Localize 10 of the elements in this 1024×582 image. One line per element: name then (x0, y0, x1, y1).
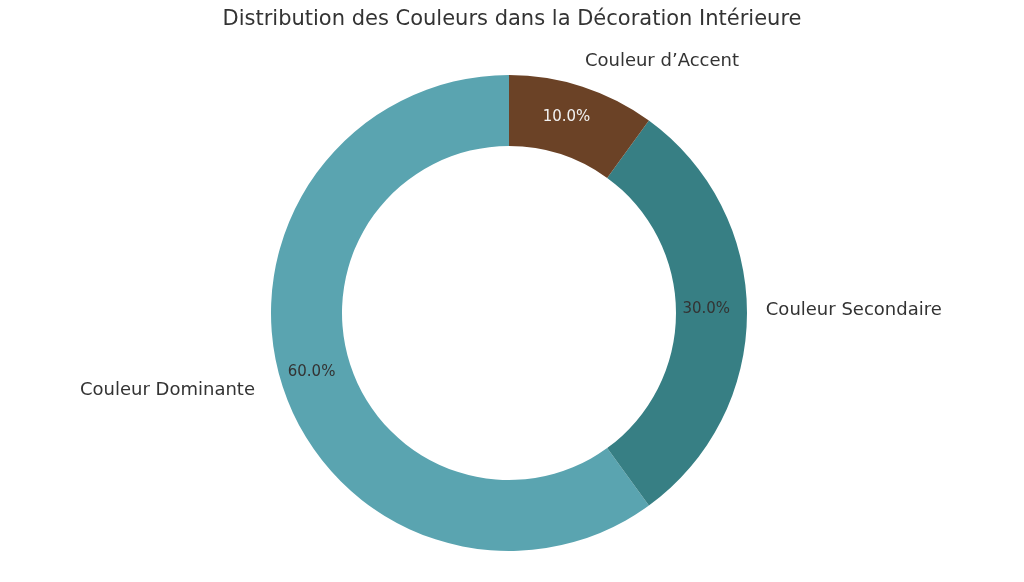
data-label: 60.0% (287, 361, 336, 380)
slice-label: Couleur Dominante (80, 378, 256, 400)
slice-label: Couleur Secondaire (765, 297, 942, 319)
donut-slice (509, 75, 649, 178)
data-label: 30.0% (682, 299, 731, 317)
donut-slice (607, 120, 747, 506)
slice-label: Couleur d’Accent (584, 48, 739, 70)
donut-slice (271, 75, 649, 551)
data-label: 10.0% (542, 106, 591, 125)
chart-title: Distribution des Couleurs dans la Décoration Intérieure (221, 6, 803, 30)
